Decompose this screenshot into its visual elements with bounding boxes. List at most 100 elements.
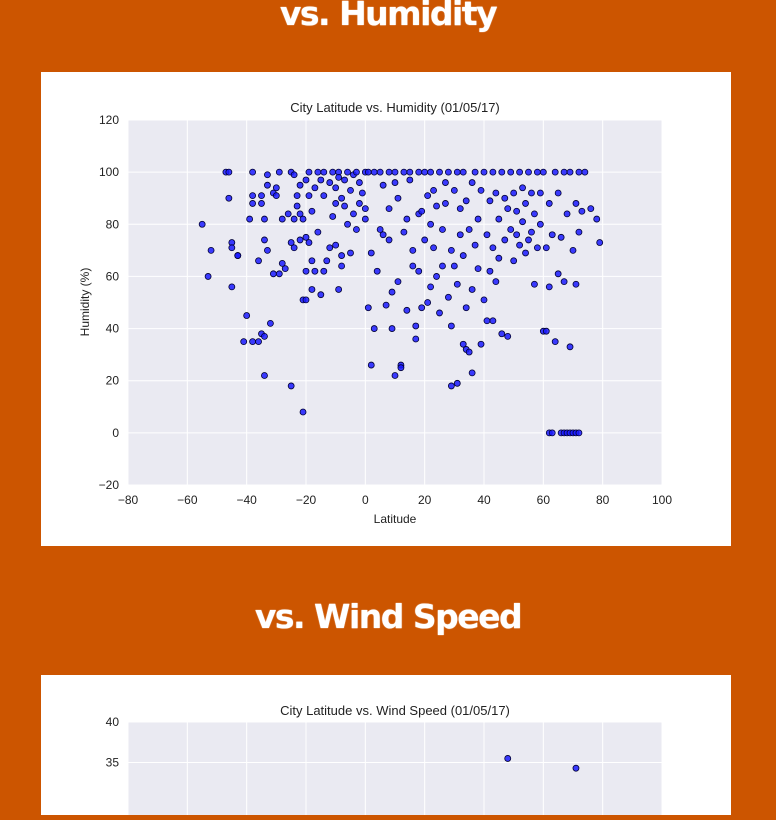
data-point bbox=[519, 184, 526, 192]
data-point bbox=[379, 231, 387, 239]
data-point bbox=[361, 215, 369, 223]
data-point bbox=[459, 168, 467, 176]
data-point bbox=[335, 286, 343, 293]
x-tick-label: 20 bbox=[418, 493, 432, 507]
data-point bbox=[249, 200, 257, 207]
data-point bbox=[421, 168, 429, 176]
data-point bbox=[275, 270, 283, 278]
data-point bbox=[444, 293, 452, 301]
data-point bbox=[329, 213, 337, 220]
data-point bbox=[261, 372, 268, 379]
data-point bbox=[418, 207, 426, 215]
data-point bbox=[284, 210, 292, 218]
x-tick-label: 60 bbox=[537, 493, 551, 507]
y-axis-label: Humidity (%) bbox=[78, 268, 92, 337]
data-point bbox=[376, 168, 384, 176]
data-point bbox=[332, 184, 340, 192]
data-point bbox=[338, 262, 346, 270]
y-tick-label: 20 bbox=[106, 374, 120, 388]
data-point bbox=[207, 246, 215, 254]
wind-speed-scatter-chart: City Latitude vs. Wind Speed (01/05/17) … bbox=[106, 703, 663, 815]
data-point bbox=[492, 189, 500, 197]
data-point bbox=[385, 236, 393, 244]
data-point bbox=[305, 192, 313, 200]
data-point bbox=[353, 168, 360, 176]
data-point bbox=[566, 343, 574, 351]
data-point bbox=[442, 179, 449, 186]
data-point bbox=[575, 429, 583, 437]
data-point bbox=[296, 181, 304, 189]
data-point bbox=[403, 306, 411, 314]
chart-title: City Latitude vs. Wind Speed (01/05/17) bbox=[280, 703, 510, 718]
section-heading-humidity: vs. Humidity bbox=[279, 0, 498, 33]
data-point bbox=[400, 168, 408, 176]
data-point bbox=[453, 379, 461, 387]
data-point bbox=[427, 168, 435, 176]
data-point bbox=[317, 291, 325, 299]
data-point bbox=[406, 176, 414, 184]
data-point bbox=[596, 239, 604, 246]
humidity-scatter-chart: City Latitude vs. Humidity (01/05/17) −8… bbox=[78, 100, 672, 526]
data-point bbox=[525, 236, 532, 244]
y-tick-label: 40 bbox=[106, 322, 120, 336]
data-point bbox=[246, 215, 254, 223]
data-point bbox=[575, 168, 583, 176]
data-point bbox=[305, 168, 313, 176]
data-point bbox=[418, 304, 426, 312]
data-point bbox=[266, 319, 274, 327]
data-point bbox=[264, 246, 271, 254]
data-point bbox=[394, 278, 402, 286]
y-tick-label: 0 bbox=[112, 426, 119, 440]
data-point bbox=[439, 262, 446, 270]
data-point bbox=[424, 192, 432, 200]
data-point bbox=[278, 259, 286, 267]
data-point bbox=[258, 192, 265, 200]
data-point bbox=[367, 249, 375, 257]
data-point bbox=[385, 168, 393, 176]
data-point bbox=[504, 755, 512, 762]
data-point bbox=[341, 176, 348, 184]
data-point bbox=[308, 286, 316, 293]
data-point bbox=[249, 192, 257, 200]
data-point bbox=[551, 338, 559, 346]
data-point bbox=[483, 317, 491, 325]
data-point bbox=[545, 283, 553, 291]
data-point bbox=[329, 168, 337, 176]
data-point bbox=[412, 322, 420, 330]
data-point bbox=[450, 186, 458, 194]
data-point bbox=[234, 252, 242, 259]
x-tick-label: −40 bbox=[236, 493, 257, 507]
y-tick-label: 35 bbox=[106, 756, 120, 770]
data-point bbox=[498, 330, 506, 338]
data-point bbox=[501, 194, 509, 202]
data-point bbox=[409, 246, 417, 254]
data-point bbox=[296, 210, 304, 218]
data-point bbox=[320, 267, 328, 275]
data-point bbox=[489, 244, 497, 252]
x-axis-label: Latitude bbox=[374, 512, 417, 526]
y-tick-label: 80 bbox=[106, 217, 120, 231]
data-point bbox=[361, 205, 369, 213]
data-point bbox=[376, 226, 384, 233]
data-point bbox=[350, 210, 357, 218]
data-point bbox=[335, 173, 343, 181]
data-point bbox=[264, 171, 271, 179]
data-point bbox=[456, 231, 464, 239]
data-point bbox=[442, 200, 449, 207]
data-point bbox=[433, 202, 440, 210]
data-point bbox=[320, 192, 328, 200]
data-point bbox=[421, 236, 429, 244]
data-point bbox=[504, 205, 512, 213]
data-point bbox=[489, 168, 497, 176]
data-point bbox=[542, 327, 550, 335]
data-point bbox=[302, 176, 310, 184]
data-point bbox=[444, 168, 452, 176]
data-point bbox=[459, 340, 467, 348]
y-tick-label: 60 bbox=[106, 269, 120, 283]
data-point bbox=[439, 226, 446, 233]
data-point bbox=[415, 267, 423, 275]
plot-area bbox=[128, 722, 662, 815]
data-point bbox=[436, 168, 443, 176]
data-point bbox=[528, 189, 535, 197]
data-point bbox=[320, 168, 328, 176]
